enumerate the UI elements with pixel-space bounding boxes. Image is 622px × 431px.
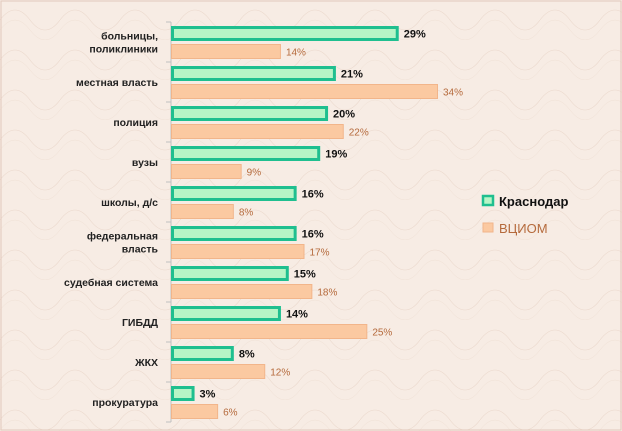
category-label-line: местная власть [76,77,158,89]
category-label: больницы, поликлиники [89,31,158,56]
bar-krasnodar [171,106,329,121]
value-label-vciom: 18% [317,288,337,299]
value-label-krasnodar: 8% [239,349,255,361]
value-label-krasnodar: 21% [341,69,363,81]
category-label: полиция [113,117,158,129]
value-label-vciom: 6% [223,408,238,419]
category-label-line: ЖКХ [134,357,158,369]
value-label-krasnodar: 20% [333,109,355,121]
bar-krasnodar [171,306,281,321]
bar-vciom [171,324,368,339]
value-label-vciom: 22% [349,128,369,139]
value-label-vciom: 25% [372,328,392,339]
category-label-line: школы, д/с [101,197,158,209]
bars [171,26,438,419]
value-label-krasnodar: 16% [302,189,324,201]
value-label-krasnodar: 16% [302,229,324,241]
value-label-krasnodar: 19% [325,149,347,161]
bar-krasnodar [171,226,297,241]
category-label: вузы [132,157,158,169]
category-label: прокуратура [92,397,158,409]
value-label-vciom: 12% [270,368,290,379]
value-label-krasnodar: 3% [200,389,216,401]
legend: Краснодар ВЦИОМ [481,194,568,236]
data-labels: 29% 14% 21% 34% 20% 22%19% 9% 16% 8% 16% 17% 15%18%… [200,29,464,419]
value-label-krasnodar: 15% [294,269,316,281]
legend-label-vciom: ВЦИОМ [499,221,548,236]
value-label-krasnodar: 14% [286,309,308,321]
bar-krasnodar [171,386,195,401]
category-label-line: власть [122,244,159,256]
category-label-line: поликлиники [89,44,158,56]
bar-vciom [171,164,242,179]
bar-vciom [171,204,234,219]
legend-label-krasnodar: Краснодар [499,194,568,209]
bar-krasnodar [171,66,336,81]
bar-vciom [171,404,219,419]
bar-krasnodar [171,26,399,41]
category-label-line: больницы, [101,31,158,43]
bar-vciom [171,44,281,59]
value-label-vciom: 14% [286,48,306,59]
value-label-vciom: 9% [247,168,262,179]
category-label-line: судебная система [64,277,158,289]
category-label: ГИБДД [122,317,159,329]
value-label-vciom: 8% [239,208,254,219]
category-label: ЖКХ [134,357,158,369]
category-label-line: полиция [113,117,158,129]
category-label-line: ГИБДД [122,317,159,329]
value-label-vciom: 34% [443,88,463,99]
bar-krasnodar [171,266,289,281]
legend-swatch-vciom [482,222,494,233]
category-label: школы, д/с [101,197,158,209]
legend-swatch-krasnodar [481,194,495,207]
category-label: федеральная власть [87,231,159,256]
bar-vciom [171,84,438,99]
category-labels: больницы, поликлиники местная власть полици… [64,31,158,410]
bar-krasnodar [171,346,234,361]
category-label-line: прокуратура [92,397,158,409]
bar-vciom [171,124,344,139]
bar-vciom [171,284,313,299]
bar-krasnodar [171,186,297,201]
category-label: местная власть [76,77,158,89]
category-label: судебная система [64,277,158,289]
category-ticks [166,21,171,423]
category-label-line: федеральная [87,231,158,243]
bar-vciom [171,244,305,259]
value-label-krasnodar: 29% [404,29,426,41]
bar-vciom [171,364,266,379]
value-label-vciom: 17% [310,248,330,259]
bar-krasnodar [171,146,321,161]
category-label-line: вузы [132,157,158,169]
